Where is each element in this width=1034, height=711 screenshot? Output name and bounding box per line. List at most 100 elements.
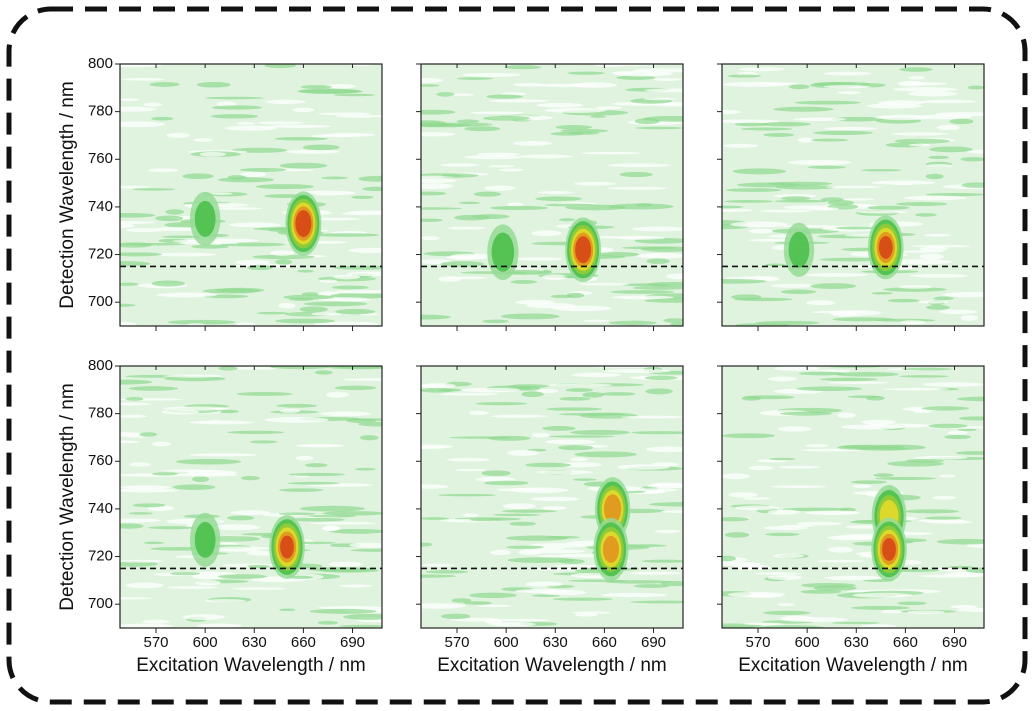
noise-streak <box>722 555 736 562</box>
noise-streak <box>329 528 382 534</box>
noise-streak <box>264 64 297 69</box>
noise-streak <box>906 610 946 614</box>
noise-streak <box>195 579 221 586</box>
noise-streak <box>871 180 936 185</box>
noise-streak <box>299 306 328 313</box>
noise-streak <box>507 557 575 564</box>
noise-streak <box>451 598 472 603</box>
noise-streak <box>458 201 481 205</box>
noise-streak <box>621 415 683 419</box>
noise-streak <box>219 242 285 247</box>
axes-frame <box>119 365 383 629</box>
noise-streak <box>932 495 957 500</box>
noise-streak <box>947 430 968 436</box>
noise-streak <box>421 236 440 241</box>
noise-streak <box>897 601 927 606</box>
noise-streak <box>249 440 278 444</box>
noise-streak <box>653 77 682 81</box>
noise-streak <box>590 115 607 118</box>
noise-streak <box>308 521 377 525</box>
noise-streak <box>232 587 287 590</box>
noise-streak <box>256 311 289 315</box>
noise-streak <box>797 137 815 143</box>
noise-streak <box>166 132 190 138</box>
noise-streak <box>536 470 593 475</box>
noise-streak <box>595 106 623 110</box>
noise-streak <box>566 292 585 299</box>
noise-streak <box>535 196 583 202</box>
noise-streak <box>610 290 675 294</box>
noise-streak <box>541 506 567 511</box>
noise-streak <box>731 294 762 300</box>
noise-streak <box>526 302 576 309</box>
noise-streak <box>228 222 281 228</box>
noise-streak <box>188 420 255 425</box>
noise-streak <box>120 523 144 529</box>
noise-streak <box>475 402 527 406</box>
noise-streak <box>269 250 295 256</box>
y-axis-label: Detection Wavelength / nm <box>57 383 78 610</box>
noise-streak <box>120 485 172 490</box>
noise-streak <box>611 295 674 300</box>
noise-streak <box>490 618 550 622</box>
noise-streak <box>334 385 377 391</box>
noise-streak <box>596 252 640 257</box>
noise-streak <box>295 455 314 461</box>
noise-streak <box>504 65 542 70</box>
peak-level <box>882 537 896 561</box>
noise-streak <box>798 371 845 376</box>
noise-streak <box>230 510 271 516</box>
noise-streak <box>199 151 227 157</box>
noise-streak <box>967 85 984 90</box>
noise-streak <box>161 409 200 415</box>
noise-streak <box>338 624 382 628</box>
noise-streak <box>265 416 329 423</box>
noise-streak <box>513 82 545 87</box>
noise-streak <box>555 124 593 130</box>
noise-streak <box>557 445 594 451</box>
noise-streak <box>574 451 637 458</box>
noise-streak <box>317 620 339 625</box>
noise-streak <box>936 124 960 131</box>
y-tick-label: 800 <box>88 357 113 374</box>
noise-streak <box>174 472 239 477</box>
noise-streak <box>867 205 910 210</box>
peak-level <box>602 535 619 563</box>
noise-streak <box>536 102 584 108</box>
noise-streak <box>767 509 800 515</box>
noise-streak <box>333 93 376 97</box>
noise-streak <box>319 279 338 283</box>
noise-streak <box>255 184 314 190</box>
noise-streak <box>732 168 787 175</box>
noise-streak <box>162 235 201 239</box>
noise-streak <box>288 517 345 522</box>
noise-streak <box>482 319 509 324</box>
noise-streak <box>454 214 490 221</box>
noise-streak <box>569 429 630 435</box>
noise-streak <box>421 314 452 320</box>
noise-streak <box>843 198 875 201</box>
noise-streak <box>125 228 163 233</box>
noise-streak <box>318 112 372 116</box>
noise-streak <box>212 207 263 210</box>
noise-streak <box>817 559 866 563</box>
noise-streak <box>632 226 683 232</box>
noise-streak <box>525 462 572 468</box>
noise-streak <box>276 403 318 408</box>
noise-streak <box>900 320 926 325</box>
noise-streak <box>608 320 657 326</box>
noise-streak <box>722 279 767 284</box>
noise-streak <box>756 82 799 85</box>
noise-streak <box>170 572 201 576</box>
noise-streak <box>826 535 877 541</box>
peak-level <box>194 521 216 558</box>
x-tick-label: 600 <box>795 634 820 651</box>
noise-streak <box>275 259 293 265</box>
noise-streak <box>646 253 663 258</box>
noise-streak <box>759 209 813 213</box>
noise-streak <box>421 132 456 137</box>
peak <box>189 191 221 246</box>
noise-streak <box>283 294 335 300</box>
noise-streak <box>226 515 255 521</box>
noise-streak <box>456 77 494 80</box>
